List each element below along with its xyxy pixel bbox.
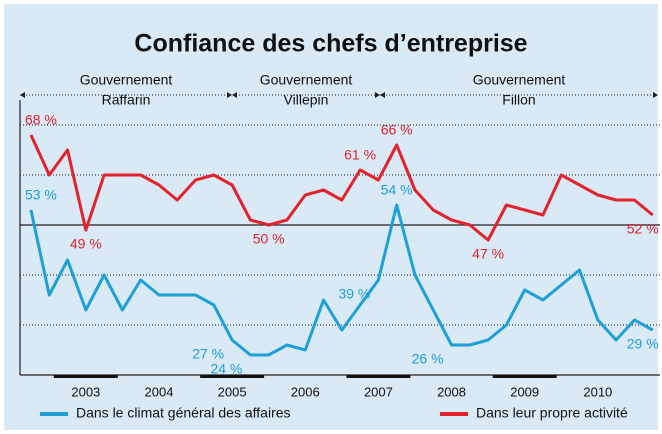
arrow-head	[227, 92, 232, 98]
data-label: 52 %	[627, 221, 659, 237]
x-tick-label: 2006	[291, 384, 320, 399]
data-label: 66 %	[381, 122, 413, 138]
x-tick-label: 2010	[583, 384, 612, 399]
data-label: 68 %	[25, 112, 57, 128]
data-label: 29 %	[627, 336, 659, 352]
data-label: 26 %	[412, 351, 444, 367]
legend-label: Dans le climat général des affaires	[76, 405, 291, 421]
series-line	[29, 203, 654, 357]
data-label: 27 %	[192, 346, 224, 362]
background	[4, 4, 658, 430]
period-label: Gouvernement	[473, 72, 566, 88]
period-label: Villepin	[284, 92, 329, 108]
arrow-head	[380, 92, 385, 98]
x-tick-label: 2003	[71, 384, 100, 399]
period-label: Fillon	[502, 92, 535, 108]
arrow-head	[375, 92, 380, 98]
data-label: 61 %	[344, 147, 376, 163]
x-tick-label: 2007	[364, 384, 393, 399]
data-label: 24 %	[210, 361, 242, 377]
x-tick-label: 2005	[218, 384, 247, 399]
data-label: 39 %	[338, 286, 370, 302]
data-label: 53 %	[25, 187, 57, 203]
x-tick-label: 2004	[145, 384, 174, 399]
period-label: Gouvernement	[80, 72, 173, 88]
x-tick-label: 2008	[437, 384, 466, 399]
arrow-head	[653, 92, 658, 98]
chart-title: Confiance des chefs d’entreprise	[134, 30, 527, 58]
data-label: 50 %	[253, 231, 285, 247]
x-tick-label: 2009	[510, 384, 539, 399]
series-line	[29, 134, 654, 242]
data-label: 47 %	[472, 246, 504, 262]
period-label: Raffarin	[102, 92, 151, 108]
legend-label: Dans leur propre activité	[476, 405, 628, 421]
arrow-head	[20, 92, 25, 98]
data-label: 54 %	[381, 182, 413, 198]
period-label: Gouvernement	[260, 72, 353, 88]
arrow-head	[232, 92, 237, 98]
data-label: 49 %	[70, 236, 102, 252]
